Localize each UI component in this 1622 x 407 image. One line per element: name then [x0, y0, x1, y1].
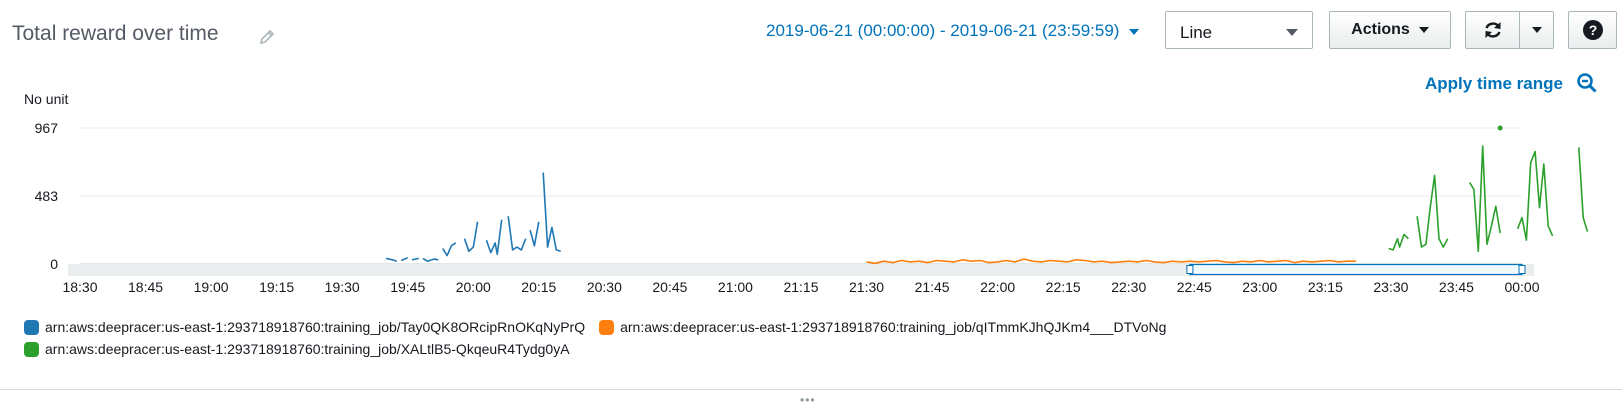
apply-time-range-link[interactable]: Apply time range	[1425, 74, 1563, 93]
series-1-line	[463, 221, 479, 253]
refresh-icon	[1484, 22, 1501, 38]
x-tick-label: 20:30	[587, 279, 622, 295]
svg-text:?: ?	[1588, 22, 1597, 38]
legend-label: arn:aws:deepracer:us-east-1:293718918760…	[45, 341, 570, 357]
legend-swatch-green	[24, 341, 39, 357]
legend-item-series-3[interactable]: arn:aws:deepracer:us-east-1:293718918760…	[24, 341, 570, 357]
brush-handle	[1186, 265, 1194, 274]
x-tick-label: 00:00	[1504, 279, 1539, 295]
x-tick-label: 21:15	[783, 279, 818, 295]
series-1-line	[542, 172, 561, 253]
actions-label: Actions	[1351, 21, 1410, 38]
time-range-label: 2019-06-21 (00:00:00) - 2019-06-21 (23:5…	[766, 21, 1120, 40]
x-axis-band	[68, 264, 1534, 276]
series-3-line	[1468, 145, 1501, 253]
x-tick-label: 19:00	[194, 279, 229, 295]
chevron-down-icon	[1418, 27, 1429, 33]
zoom-out-icon[interactable]	[1576, 72, 1598, 94]
brush-handle	[1518, 265, 1526, 274]
x-tick-label: 19:30	[325, 279, 360, 295]
series-3-line	[1578, 147, 1589, 232]
legend-item-series-1[interactable]: arn:aws:deepracer:us-east-1:293718918760…	[24, 319, 585, 335]
refresh-options-button[interactable]	[1519, 11, 1554, 49]
x-tick-label: 21:45	[915, 279, 950, 295]
series-2-line	[866, 258, 1356, 265]
chart-legend: arn:aws:deepracer:us-east-1:293718918760…	[24, 316, 1180, 360]
y-tick-label: 483	[35, 188, 59, 204]
legend-item-series-2[interactable]: arn:aws:deepracer:us-east-1:293718918760…	[599, 319, 1166, 335]
x-tick-label: 23:15	[1308, 279, 1343, 295]
actions-button[interactable]: Actions	[1329, 11, 1451, 49]
chart-type-select[interactable]: Line	[1165, 11, 1313, 49]
chart-type-value: Line	[1180, 23, 1213, 42]
series-3-line	[1388, 233, 1409, 251]
x-tick-label: 19:45	[390, 279, 425, 295]
series-1-line	[529, 221, 540, 247]
series-3-line	[1416, 174, 1449, 248]
x-tick-label: 19:15	[259, 279, 294, 295]
chevron-down-icon	[1286, 29, 1298, 36]
drag-handle-icon[interactable]: •••	[800, 393, 816, 407]
x-tick-label: 20:15	[521, 279, 556, 295]
refresh-button[interactable]	[1465, 11, 1520, 49]
widget-title: Total reward over time	[12, 22, 219, 45]
y-tick-label: 0	[50, 256, 58, 272]
legend-row: arn:aws:deepracer:us-east-1:293718918760…	[24, 338, 1180, 360]
x-tick-label: 22:00	[980, 279, 1015, 295]
x-tick-label: 22:15	[1046, 279, 1081, 295]
series-3-point	[1497, 125, 1503, 131]
x-tick-label: 22:45	[1177, 279, 1212, 295]
time-range-brush	[1189, 263, 1523, 276]
legend-label: arn:aws:deepracer:us-east-1:293718918760…	[620, 319, 1167, 335]
x-tick-label: 18:45	[128, 279, 163, 295]
help-icon: ?	[1582, 20, 1603, 40]
time-range-link[interactable]: 2019-06-21 (00:00:00) - 2019-06-21 (23:5…	[766, 21, 1140, 41]
x-tick-label: 20:45	[652, 279, 687, 295]
legend-swatch-orange	[599, 319, 615, 335]
series-1-line	[422, 257, 439, 262]
widget-bottom-divider	[0, 389, 1622, 390]
y-tick-label: 967	[35, 120, 59, 136]
legend-label: arn:aws:deepracer:us-east-1:293718918760…	[45, 319, 586, 335]
reward-line-chart[interactable]: 0 483 967 18:30 18:45 19:00 19:15 19:30 19:45 20:…	[0, 110, 1622, 310]
x-tick-label: 20:00	[456, 279, 491, 295]
series-1-line	[411, 257, 419, 261]
x-tick-label: 23:45	[1439, 279, 1474, 295]
series-1-line	[485, 219, 503, 255]
help-button[interactable]: ?	[1568, 11, 1617, 49]
x-tick-label: 21:30	[849, 279, 884, 295]
pencil-icon[interactable]	[258, 28, 276, 46]
series-1-line	[400, 256, 409, 262]
chevron-down-icon	[1129, 28, 1140, 35]
series-1-line	[385, 257, 398, 262]
series-1-line	[507, 216, 527, 251]
x-tick-label: 23:00	[1242, 279, 1277, 295]
x-tick-label: 23:30	[1373, 279, 1408, 295]
series-3-line	[1516, 150, 1554, 241]
x-tick-label: 18:30	[62, 279, 97, 295]
legend-swatch-blue	[24, 319, 39, 335]
series-1-line	[442, 242, 457, 257]
y-axis-unit-label: No unit	[24, 91, 69, 107]
x-tick-label: 22:30	[1111, 279, 1146, 295]
x-tick-label: 21:00	[718, 279, 753, 295]
legend-row: arn:aws:deepracer:us-east-1:293718918760…	[24, 316, 1180, 338]
chevron-down-icon	[1531, 27, 1542, 33]
